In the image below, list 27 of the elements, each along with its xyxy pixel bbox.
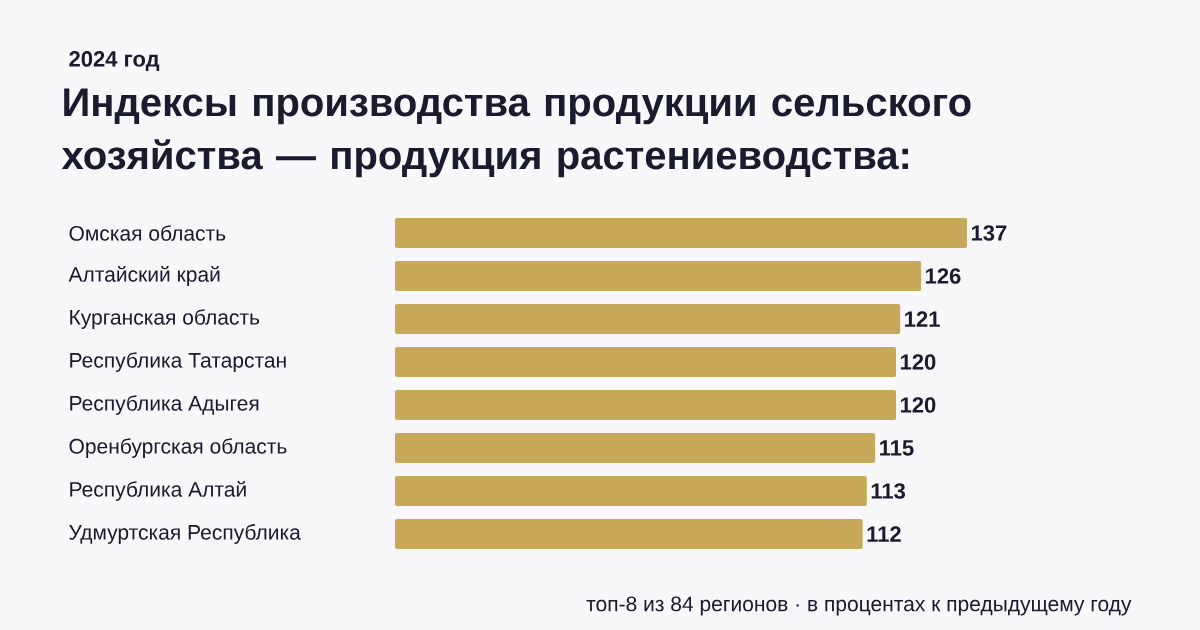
bar xyxy=(395,218,967,249)
y-tick-label: Алтайский край xyxy=(68,266,220,286)
y-tick-label: Омская область xyxy=(69,225,226,241)
bar xyxy=(395,347,897,377)
data-label: 137 xyxy=(971,225,1007,241)
bar xyxy=(395,476,867,506)
data-label: 112 xyxy=(867,526,901,542)
data-label: 120 xyxy=(900,354,936,370)
y-tick-label: Курганская область xyxy=(70,309,260,329)
y-tick-label: Республика Алтай xyxy=(70,481,246,501)
y-tick-label: Республика Татарстан xyxy=(70,352,286,372)
chart-title: Индексы производства продукции сельского хозяйства — продукция растениеводства: xyxy=(61,88,971,178)
bar xyxy=(395,519,863,549)
y-tick-label: Оренбургская область xyxy=(69,438,287,458)
data-label: 121 xyxy=(905,311,940,327)
data-label: 113 xyxy=(871,483,906,499)
bar xyxy=(395,433,876,463)
bar xyxy=(395,261,922,292)
y-tick-label: Республика Адыгея xyxy=(70,395,259,415)
y-tick-label: Удмуртская Республика xyxy=(69,524,301,544)
text: топ-8 из 84 регионов · в процентах к предыдущему году xyxy=(586,596,1132,616)
data-label: 120 xyxy=(900,397,936,413)
text: 2024 год xyxy=(69,51,160,71)
bar xyxy=(395,304,901,335)
data-label: 115 xyxy=(880,440,914,456)
bar xyxy=(395,390,897,420)
data-label: 126 xyxy=(925,268,961,284)
